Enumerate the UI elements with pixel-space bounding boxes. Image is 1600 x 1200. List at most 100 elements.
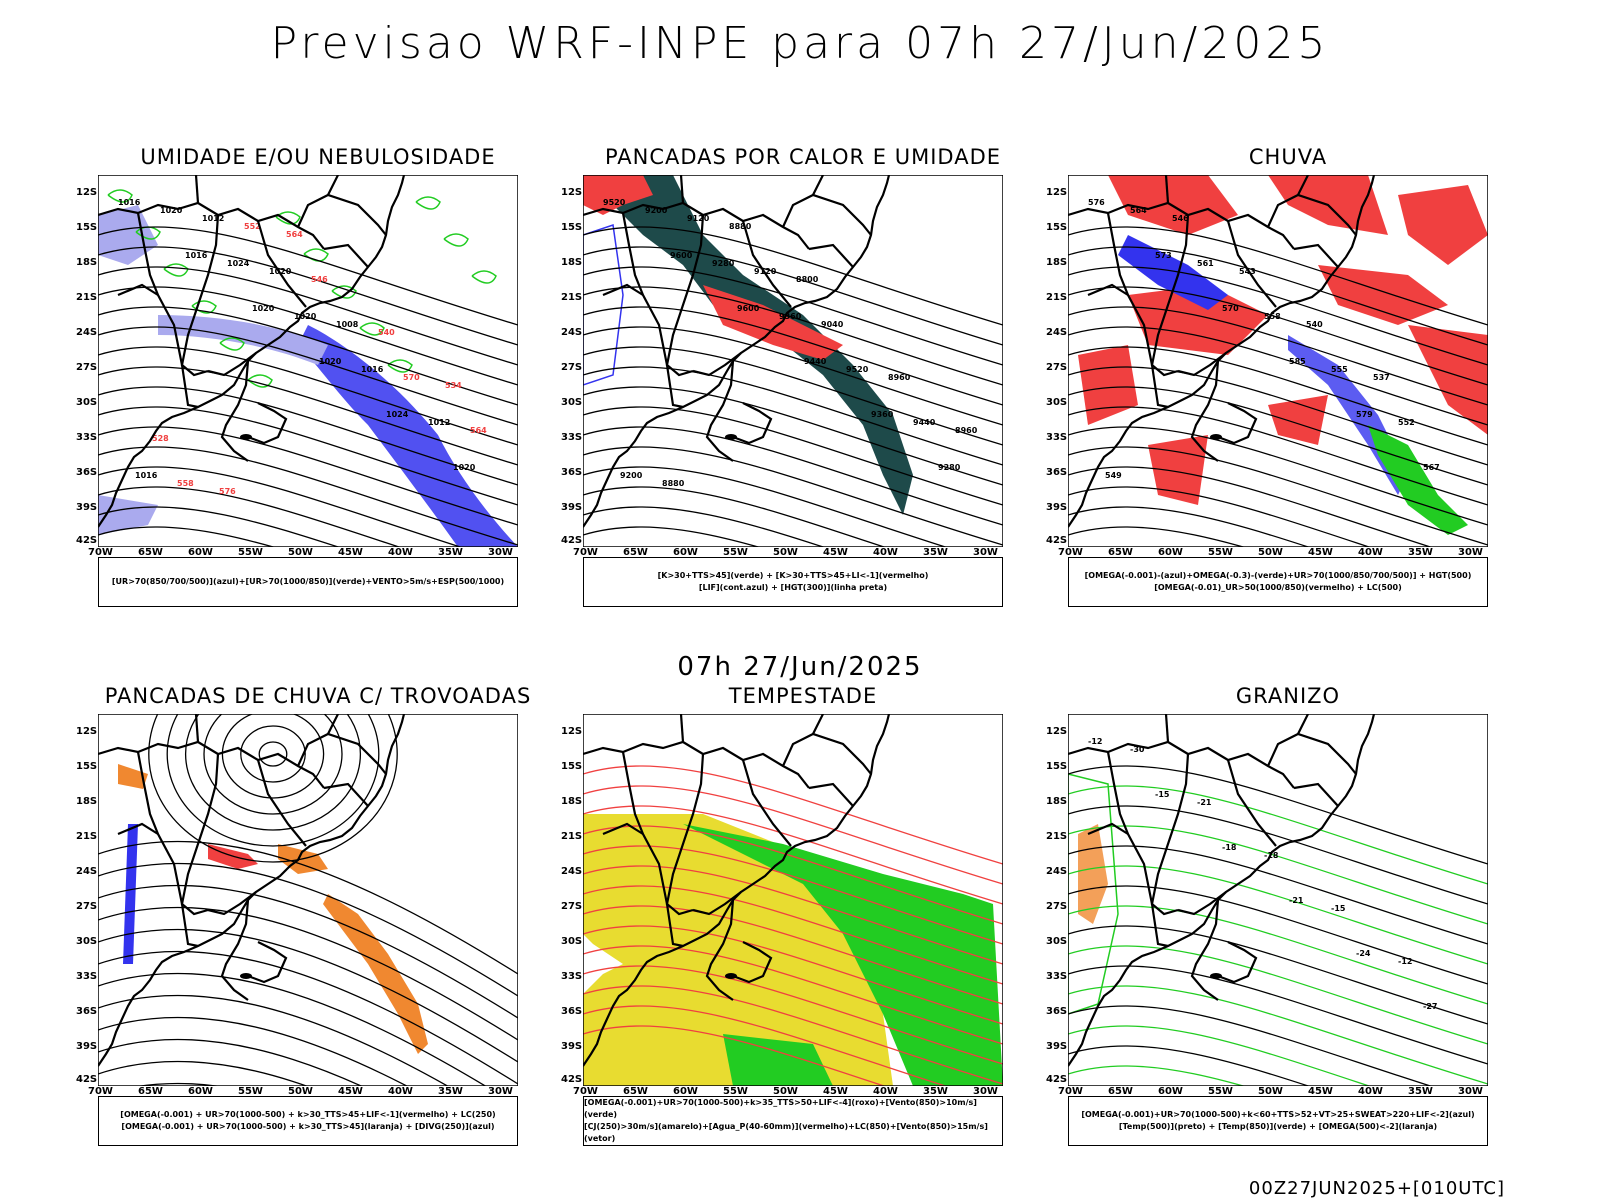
- longitude-tick-label: 60W: [673, 547, 698, 558]
- longitude-tick-label: 30W: [1458, 547, 1483, 558]
- latitude-tick-label: 42S: [76, 535, 98, 546]
- contour-label: 543: [1239, 267, 1256, 276]
- latitude-tick-label: 15S: [561, 761, 583, 772]
- contour-label: 1016: [135, 471, 158, 480]
- longitude-tick-label: 70W: [573, 1086, 598, 1097]
- contour-label: 576: [219, 487, 236, 496]
- longitude-tick-label: 30W: [973, 547, 998, 558]
- weather-map: 1016 1016 1020 1020 1024 1020 1020 1024 1020 1016…: [98, 175, 518, 547]
- contour-label: 570: [1222, 304, 1239, 313]
- latitude-tick-label: 27S: [76, 901, 98, 912]
- panel-title: CHUVA: [1248, 145, 1328, 169]
- contour-label: 1020: [453, 463, 476, 472]
- contour-label: 9120: [687, 214, 710, 223]
- legend-line: [K>30+TTS>45](verde) + [K>30+TTS>45+LI<-…: [657, 571, 929, 580]
- latitude-tick-label: 39S: [76, 1041, 98, 1052]
- legend-line: [LIF](cont.azul) + [HGT(300)](linha pret…: [698, 583, 888, 592]
- contour-label: -21: [1289, 896, 1304, 905]
- contour-label: 1016: [185, 251, 208, 260]
- longitude-tick-label: 60W: [188, 1086, 213, 1097]
- longitude-tick-label: 35W: [1408, 1086, 1433, 1097]
- longitude-tick-label: 40W: [873, 1086, 898, 1097]
- latitude-tick-label: 42S: [76, 1074, 98, 1085]
- longitude-tick-label: 35W: [438, 1086, 463, 1097]
- latitude-tick-label: 21S: [76, 831, 98, 842]
- longitude-tick-label: 30W: [1458, 1086, 1483, 1097]
- legend-box: [K>30+TTS>45](verde) + [K>30+TTS>45+LI<-…: [583, 557, 1003, 607]
- longitude-tick-label: 40W: [873, 547, 898, 558]
- latitude-tick-label: 21S: [1046, 831, 1068, 842]
- weather-map: -12-15-18-21-24-27-30-21-18-15-12: [1068, 714, 1488, 1086]
- contour-label: 567: [1423, 463, 1440, 472]
- latitude-tick-label: 33S: [76, 432, 98, 443]
- panel-umidade-nebulosidade: UMIDADE E/OU NEBULOSIDADE 1016 1016 1020 102…: [68, 145, 568, 625]
- legend-line: [Temp(500)](preto) + [Temp(850)](verde) …: [1118, 1122, 1438, 1131]
- legend-line: [OMEGA(-0.001)+UR>70(1000-500)+k>35_TTS>…: [584, 1098, 977, 1119]
- contour-label: 9440: [804, 357, 827, 366]
- contour-label: 8880: [729, 222, 752, 231]
- longitude-tick-label: 45W: [823, 547, 848, 558]
- latitude-tick-label: 24S: [76, 327, 98, 338]
- longitude-tick-label: 55W: [723, 547, 748, 558]
- contour-label: -30: [1130, 745, 1145, 754]
- contour-label: 573: [1155, 251, 1172, 260]
- contour-label: 558: [177, 479, 194, 488]
- contour-label: 9440: [913, 418, 936, 427]
- latitude-tick-label: 39S: [76, 502, 98, 513]
- latitude-tick-label: 27S: [76, 362, 98, 373]
- contour-label: -15: [1155, 790, 1170, 799]
- longitude-tick-label: 45W: [338, 547, 363, 558]
- latitude-tick-label: 18S: [76, 257, 98, 268]
- longitude-tick-label: 50W: [773, 1086, 798, 1097]
- latitude-tick-label: 15S: [1046, 761, 1068, 772]
- latitude-tick-label: 18S: [1046, 257, 1068, 268]
- contour-label: 8800: [796, 275, 819, 284]
- longitude-tick-label: 35W: [438, 547, 463, 558]
- latitude-tick-label: 42S: [561, 535, 583, 546]
- contour-label: 9200: [620, 471, 643, 480]
- page-title: Previsao WRF-INPE para 07h 27/Jun/2025: [270, 18, 1330, 69]
- forecast-time-subtitle: 07h 27/Jun/2025: [677, 652, 923, 682]
- panel-title: GRANIZO: [1235, 684, 1341, 708]
- contour-label: 1020: [160, 206, 183, 215]
- latitude-tick-label: 12S: [561, 726, 583, 737]
- latitude-tick-label: 33S: [76, 971, 98, 982]
- latitude-tick-label: 36S: [561, 1006, 583, 1017]
- latitude-tick-label: 15S: [1046, 222, 1068, 233]
- legend-line: [OMEGA(-0.001)+UR>70(1000-500)+k<60+TTS>…: [1081, 1110, 1475, 1119]
- contour-label: -21: [1197, 798, 1212, 807]
- longitude-tick-label: 65W: [623, 547, 648, 558]
- contour-label: 9520: [846, 365, 869, 374]
- latitude-tick-label: 42S: [561, 1074, 583, 1085]
- legend-box: [OMEGA(-0.001)+UR>70(1000-500)+k<60+TTS>…: [1068, 1096, 1488, 1146]
- contour-label: 564: [470, 426, 487, 435]
- longitude-tick-label: 35W: [1408, 547, 1433, 558]
- contour-label: -18: [1222, 843, 1237, 852]
- contour-label: 9120: [754, 267, 777, 276]
- longitude-tick-label: 45W: [338, 1086, 363, 1097]
- longitude-tick-label: 55W: [723, 1086, 748, 1097]
- weather-map: [98, 714, 518, 1086]
- latitude-tick-label: 33S: [561, 971, 583, 982]
- longitude-tick-label: 70W: [1058, 1086, 1083, 1097]
- longitude-tick-label: 60W: [1158, 1086, 1183, 1097]
- contour-label: 564: [286, 230, 303, 239]
- longitude-tick-label: 35W: [923, 1086, 948, 1097]
- latitude-tick-label: 24S: [1046, 866, 1068, 877]
- latitude-tick-label: 18S: [561, 796, 583, 807]
- latitude-tick-label: 30S: [561, 397, 583, 408]
- panel-pancadas-trovoadas: PANCADAS DE CHUVA C/ TROVOADAS 12S 15S 18S 2…: [68, 684, 568, 1164]
- latitude-tick-label: 18S: [76, 796, 98, 807]
- panel-pancadas-calor-umidade: PANCADAS POR CALOR E UMIDADE 9520 9600 9600…: [553, 145, 1053, 625]
- longitude-tick-label: 65W: [1108, 1086, 1133, 1097]
- latitude-tick-label: 24S: [1046, 327, 1068, 338]
- contour-label: 528: [152, 434, 169, 443]
- latitude-tick-label: 36S: [561, 467, 583, 478]
- latitude-tick-label: 15S: [561, 222, 583, 233]
- longitude-tick-label: 50W: [1258, 1086, 1283, 1097]
- longitude-tick-label: 40W: [1358, 547, 1383, 558]
- contour-label: 555: [1331, 365, 1348, 374]
- panel-chuva: CHUVA 576 573 570 585 579 567 564 561 558 555 552 54…: [1038, 145, 1538, 625]
- latitude-tick-label: 39S: [561, 1041, 583, 1052]
- contour-label: 9200: [645, 206, 668, 215]
